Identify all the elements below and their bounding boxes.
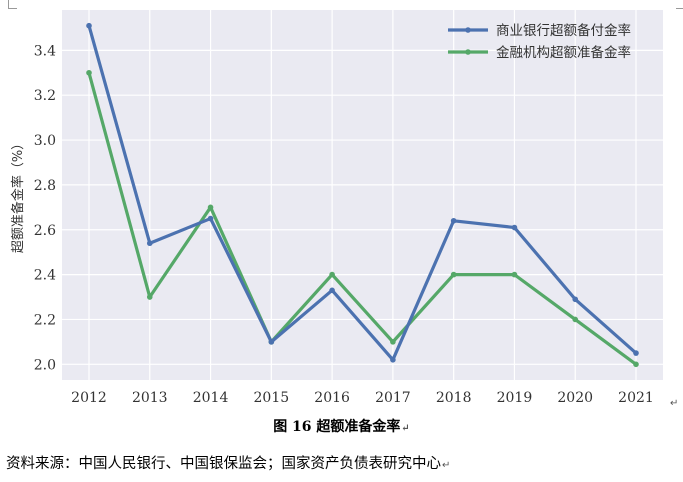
source-text: 资料来源：中国人民银行、中国银保监会；国家资产负债表研究中心 — [6, 456, 441, 472]
data-point — [633, 361, 639, 368]
gridlines — [62, 10, 663, 380]
data-point — [511, 224, 518, 231]
data-point — [450, 271, 457, 278]
series-line — [87, 25, 638, 362]
data-point — [511, 271, 518, 278]
y-tick-label: 3.4 — [34, 43, 56, 59]
x-tick-label: 2020 — [557, 390, 593, 406]
x-tick-label: 2018 — [436, 390, 472, 406]
data-point — [450, 217, 457, 224]
line-chart: 2012 2013 2014 2015 2016 2017 2018 2019 2020 2021… — [10, 10, 663, 406]
legend-marker — [465, 27, 471, 33]
data-point — [390, 357, 396, 363]
x-tick-labels: 2012 2013 2014 2015 2016 2017 2018 2019 2020 2021 — [71, 390, 654, 406]
page-corner-mark-right — [676, 0, 683, 9]
source-note: 资料来源：中国人民银行、中国银保监会；国家资产负债表研究中心↵ — [6, 452, 450, 473]
chart-container: 2012 2013 2014 2015 2016 2017 2018 2019 2020 2021… — [10, 10, 663, 406]
data-point — [146, 240, 153, 247]
x-tick-label: 2016 — [314, 390, 350, 406]
data-point — [86, 69, 92, 76]
y-tick-label: 3.0 — [34, 133, 56, 149]
y-tick-label: 2.6 — [34, 223, 56, 239]
y-tick-label: 2.2 — [34, 312, 56, 328]
x-tick-label: 2012 — [71, 390, 107, 406]
data-point — [329, 271, 335, 278]
y-tick-label: 3.2 — [34, 88, 56, 104]
series-line — [87, 72, 637, 366]
y-tick-label: 2.8 — [34, 178, 56, 194]
source-paragraph-mark: ↵ — [442, 460, 451, 471]
data-point — [86, 22, 92, 29]
x-tick-label: 2017 — [375, 390, 411, 406]
data-point — [633, 350, 639, 356]
legend-label: 商业银行超额备付金率 — [496, 22, 631, 39]
y-tick-label: 2.4 — [34, 268, 56, 284]
y-tick-label: 2.0 — [34, 357, 56, 373]
x-tick-label: 2021 — [618, 390, 654, 406]
caption-text: 图 16 超额准备金率 — [273, 419, 401, 435]
data-point — [268, 339, 275, 345]
figure-caption: 图 16 超额准备金率↵ — [0, 416, 683, 436]
y-tick-labels: 2.0 2.2 2.4 2.6 2.8 3.0 3.2 3.4 — [34, 43, 56, 373]
data-point — [146, 294, 153, 300]
x-tick-label: 2014 — [193, 390, 229, 406]
x-tick-label: 2015 — [254, 390, 290, 406]
data-point — [207, 204, 214, 211]
data-point — [390, 339, 396, 345]
paragraph-mark: ↵ — [670, 398, 679, 409]
data-point — [329, 287, 335, 294]
data-point — [207, 215, 214, 222]
legend-marker — [465, 49, 471, 55]
x-tick-label: 2013 — [132, 390, 168, 406]
caption-paragraph-mark: ↵ — [401, 423, 410, 434]
data-point — [572, 296, 579, 303]
page-corner-mark-left — [8, 0, 17, 9]
plot-background — [62, 10, 663, 380]
series-layer — [86, 22, 639, 368]
x-tick-label: 2019 — [497, 390, 533, 406]
data-point — [572, 316, 579, 323]
legend-label: 金融机构超额准备金率 — [496, 44, 631, 61]
y-axis-label: 超额准备金率（%） — [10, 137, 26, 253]
